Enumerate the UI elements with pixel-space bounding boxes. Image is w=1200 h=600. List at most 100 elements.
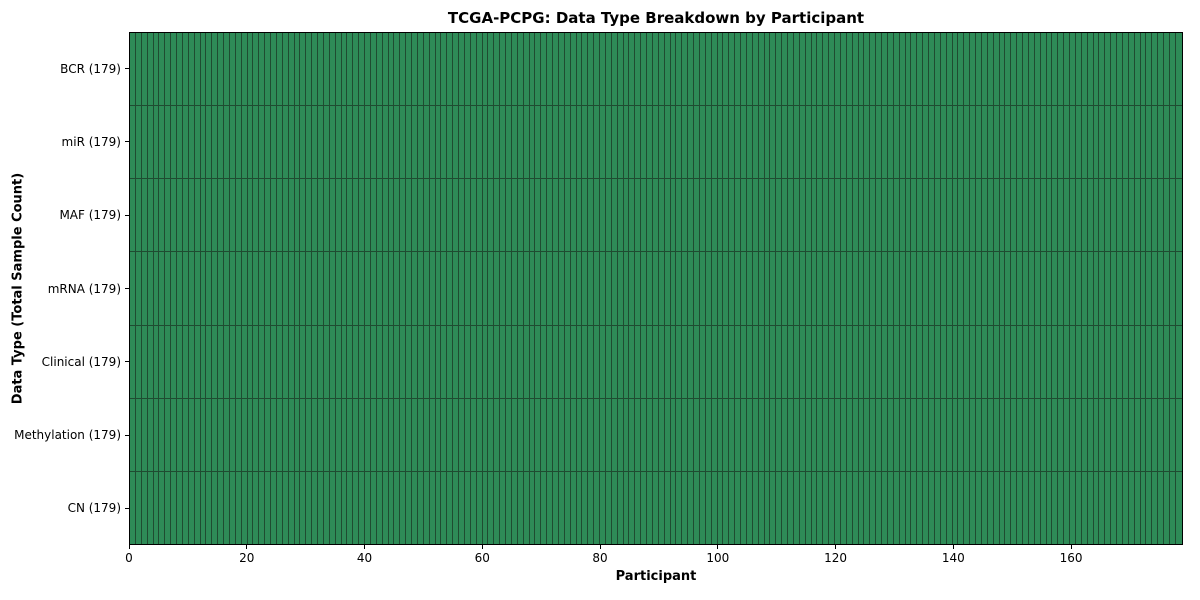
heatmap-cell <box>1005 325 1012 398</box>
heatmap-cell <box>641 398 647 471</box>
heatmap-cell <box>182 325 189 398</box>
heatmap-cell <box>958 471 965 544</box>
heatmap-cell <box>288 325 295 398</box>
heatmap-cell <box>341 252 348 325</box>
heatmap-cell <box>1128 179 1135 252</box>
heatmap-cell <box>247 179 254 252</box>
heatmap-cell <box>417 325 424 398</box>
y-tick-label: mRNA (179) <box>47 281 121 296</box>
heatmap-cell <box>688 325 694 398</box>
heatmap-cell <box>1146 471 1153 544</box>
heatmap-cell <box>353 106 360 179</box>
heatmap-cell <box>412 33 418 106</box>
heatmap-cell <box>1040 179 1047 252</box>
heatmap-cell <box>940 106 947 179</box>
heatmap-cell <box>494 398 501 471</box>
heatmap-cell <box>1134 252 1141 325</box>
heatmap-cell <box>929 325 935 398</box>
heatmap-cell <box>135 398 142 471</box>
heatmap-cell <box>1034 106 1041 179</box>
heatmap-cell <box>1164 325 1170 398</box>
heatmap-cell <box>605 398 612 471</box>
heatmap-cell <box>929 398 935 471</box>
heatmap-cell <box>535 179 542 252</box>
heatmap-cell <box>776 106 783 179</box>
heatmap-cell <box>159 471 166 544</box>
heatmap-cell <box>1099 33 1106 106</box>
heatmap-cell <box>793 252 800 325</box>
heatmap-cell <box>423 179 430 252</box>
heatmap-cell <box>864 398 871 471</box>
heatmap-cell <box>464 106 471 179</box>
heatmap-cell <box>417 252 424 325</box>
heatmap-cell <box>1152 33 1159 106</box>
heatmap-cell <box>852 398 859 471</box>
heatmap-cell <box>705 252 712 325</box>
heatmap-cell <box>594 106 600 179</box>
heatmap-cell <box>835 33 841 106</box>
heatmap-cell <box>1058 179 1065 252</box>
y-tick-mark <box>125 214 129 216</box>
heatmap-cell <box>235 106 242 179</box>
heatmap-cell <box>688 106 694 179</box>
heatmap-cell <box>423 398 430 471</box>
heatmap-cell <box>523 179 530 252</box>
heatmap-cell <box>852 106 859 179</box>
heatmap-cell <box>188 471 195 544</box>
heatmap-cell <box>905 33 912 106</box>
heatmap-cell <box>412 471 418 544</box>
heatmap-cell <box>1146 33 1153 106</box>
heatmap-cell <box>376 106 383 179</box>
heatmap-cell <box>594 252 600 325</box>
heatmap-cell <box>858 471 865 544</box>
heatmap-row <box>130 398 1182 472</box>
heatmap-cell <box>958 325 965 398</box>
heatmap-cell <box>1017 252 1023 325</box>
heatmap-cell <box>171 33 177 106</box>
heatmap-cell <box>135 471 142 544</box>
heatmap-cell <box>576 179 583 252</box>
heatmap-cell <box>1099 325 1106 398</box>
heatmap-cell <box>911 471 918 544</box>
heatmap-cell <box>365 471 371 544</box>
heatmap-cell <box>1146 325 1153 398</box>
heatmap-cell <box>253 106 260 179</box>
heatmap-cell <box>946 471 953 544</box>
heatmap-cell <box>1081 106 1088 179</box>
heatmap-cell <box>1111 325 1117 398</box>
heatmap-cell <box>194 398 201 471</box>
heatmap-cell <box>265 325 271 398</box>
heatmap-cell <box>852 471 859 544</box>
heatmap-cell <box>1099 252 1106 325</box>
heatmap-cell <box>153 471 160 544</box>
heatmap-cell <box>188 252 195 325</box>
heatmap-cell <box>970 398 976 471</box>
heatmap-cell <box>523 33 530 106</box>
heatmap-cell <box>318 106 324 179</box>
heatmap-cell <box>253 33 260 106</box>
heatmap-cell <box>194 106 201 179</box>
heatmap-cell <box>758 252 765 325</box>
heatmap-cell <box>482 325 489 398</box>
heatmap-cell <box>282 325 289 398</box>
heatmap-cell <box>1023 252 1029 325</box>
heatmap-cell <box>406 398 412 471</box>
heatmap-cell <box>764 398 771 471</box>
heatmap-cell <box>441 179 448 252</box>
heatmap-cell <box>617 325 624 398</box>
heatmap-cell <box>253 471 260 544</box>
heatmap-cell <box>212 179 219 252</box>
heatmap-cell <box>394 398 401 471</box>
heatmap-cell <box>999 471 1006 544</box>
heatmap-cell <box>259 325 266 398</box>
heatmap-cell <box>529 33 536 106</box>
heatmap-cell <box>323 398 330 471</box>
heatmap-cell <box>923 33 929 106</box>
heatmap-cell <box>188 179 195 252</box>
heatmap-cell <box>229 252 236 325</box>
heatmap-cell <box>1075 398 1082 471</box>
heatmap-cell <box>1122 398 1129 471</box>
heatmap-cell <box>241 398 248 471</box>
heatmap-cell <box>400 106 407 179</box>
heatmap-cell <box>135 252 142 325</box>
